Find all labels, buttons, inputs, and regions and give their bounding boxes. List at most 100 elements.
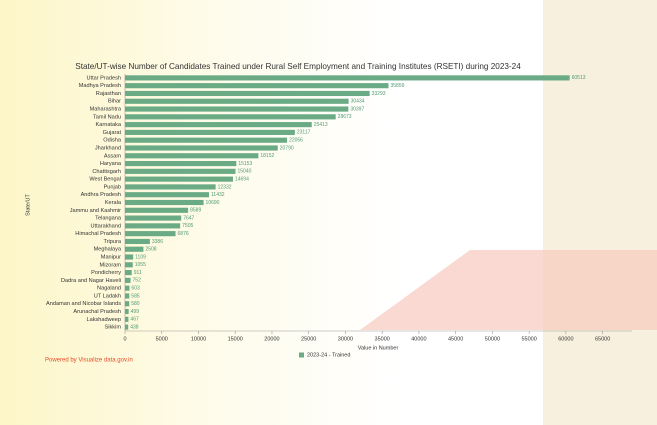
y-tick-label: UT Ladakh — [94, 293, 121, 299]
x-tick-label: 45000 — [448, 336, 463, 342]
x-tick-label: 15000 — [228, 336, 243, 342]
y-tick-label: Chattisgarh — [92, 169, 121, 175]
backdrop-panel — [543, 0, 657, 425]
y-tick-label: Odisha — [103, 138, 122, 144]
y-tick-label: Punjab — [104, 184, 121, 190]
bar — [125, 98, 349, 104]
bar — [125, 231, 176, 237]
value-label: 3386 — [152, 239, 163, 245]
value-label: 22056 — [289, 138, 303, 144]
x-tick-label: 60000 — [558, 336, 573, 342]
x-tick-label: 0 — [123, 336, 126, 342]
y-tick-label: Maharashtra — [90, 107, 122, 113]
bar — [125, 75, 570, 81]
value-label: 30397 — [350, 106, 364, 112]
bar — [125, 324, 129, 330]
x-tick-label: 35000 — [375, 336, 390, 342]
value-label: 8589 — [190, 208, 201, 214]
y-tick-label: Kerala — [105, 200, 122, 206]
y-tick-label: Arunachal Pradesh — [73, 309, 121, 315]
y-tick-label: Mizoram — [100, 262, 122, 268]
y-tick-label: Uttarakhand — [91, 223, 121, 229]
y-tick-label: West Bengal — [89, 177, 121, 183]
y-tick-label: Rajasthan — [96, 91, 121, 97]
x-tick-label: 40000 — [411, 336, 426, 342]
bar — [125, 238, 150, 245]
y-tick-label: Jammu and Kashmir — [70, 208, 121, 214]
bar — [125, 160, 237, 167]
value-label: 438 — [130, 324, 139, 330]
value-label: 911 — [134, 270, 142, 276]
value-label: 7505 — [182, 223, 193, 229]
y-tick-label: Nagaland — [97, 286, 121, 292]
y-tick-label: Uttar Pradesh — [86, 75, 121, 81]
y-tick-label: Gujarat — [103, 130, 122, 136]
y-tick-label: Sikkim — [105, 325, 122, 331]
y-axis-label: State/UT — [25, 194, 31, 216]
x-tick-label: 5000 — [156, 336, 168, 342]
value-label: 15153 — [238, 161, 252, 167]
y-tick-label: Meghalaya — [94, 247, 122, 253]
value-label: 15040 — [238, 169, 252, 175]
bar — [125, 199, 204, 206]
y-tick-label: Jharkhand — [95, 145, 121, 151]
value-label: 33293 — [372, 91, 386, 97]
value-label: 585 — [131, 293, 140, 299]
x-tick-label: 55000 — [521, 336, 536, 342]
value-label: 499 — [131, 309, 140, 315]
y-tick-label: Andhra Pradesh — [81, 192, 121, 198]
bar — [125, 129, 295, 135]
y-tick-label: Tamil Nadu — [93, 114, 121, 120]
bar — [125, 254, 134, 260]
value-label: 580 — [131, 301, 140, 307]
bar — [125, 215, 182, 221]
y-tick-label: Pondicherry — [91, 270, 121, 276]
x-tick-label: 30000 — [338, 336, 353, 342]
y-tick-label: Bihar — [108, 99, 121, 105]
x-tick-label: 10000 — [191, 336, 206, 342]
y-tick-label: Andaman and Nicobar Islands — [46, 301, 121, 307]
value-label: 10690 — [206, 200, 220, 206]
bar — [125, 176, 233, 182]
value-label: 25413 — [314, 122, 328, 128]
bar — [125, 246, 144, 252]
value-label: 467 — [130, 317, 139, 323]
value-label: 18152 — [260, 153, 274, 159]
bar — [125, 83, 389, 89]
value-label: 2508 — [145, 247, 156, 253]
bar — [125, 223, 181, 229]
credit: Powered by Visualize data.gov.in — [45, 358, 133, 364]
x-tick-label: 20000 — [264, 336, 279, 342]
value-label: 23117 — [297, 130, 311, 136]
bar — [125, 207, 189, 213]
y-tick-label: Lakshadweep — [86, 317, 121, 323]
value-label: 752 — [133, 278, 142, 284]
bar — [125, 192, 210, 198]
bar — [125, 285, 130, 291]
value-label: 11432 — [211, 192, 225, 198]
legend-label: 2023-24 - Trained — [307, 352, 350, 358]
x-axis-label: Value in Number — [358, 345, 399, 351]
bar — [125, 90, 370, 97]
bar — [125, 106, 349, 112]
value-label: 28673 — [338, 114, 352, 120]
legend-swatch — [299, 352, 304, 358]
y-tick-label: Manipur — [101, 254, 121, 260]
bar — [125, 270, 132, 276]
bar — [125, 114, 336, 120]
value-label: 20790 — [280, 145, 294, 151]
value-label: 14694 — [235, 176, 249, 182]
bar — [125, 262, 133, 268]
bar — [125, 301, 130, 307]
value-label: 30434 — [351, 99, 365, 105]
x-tick-label: 50000 — [485, 336, 500, 342]
bar — [125, 293, 130, 299]
value-label: 7647 — [183, 215, 194, 221]
bar — [125, 184, 216, 190]
value-label: 6876 — [178, 231, 189, 237]
bar — [125, 145, 278, 151]
y-tick-label: Telangana — [95, 216, 122, 222]
chart-title: State/UT-wise Number of Candidates Train… — [75, 62, 521, 71]
